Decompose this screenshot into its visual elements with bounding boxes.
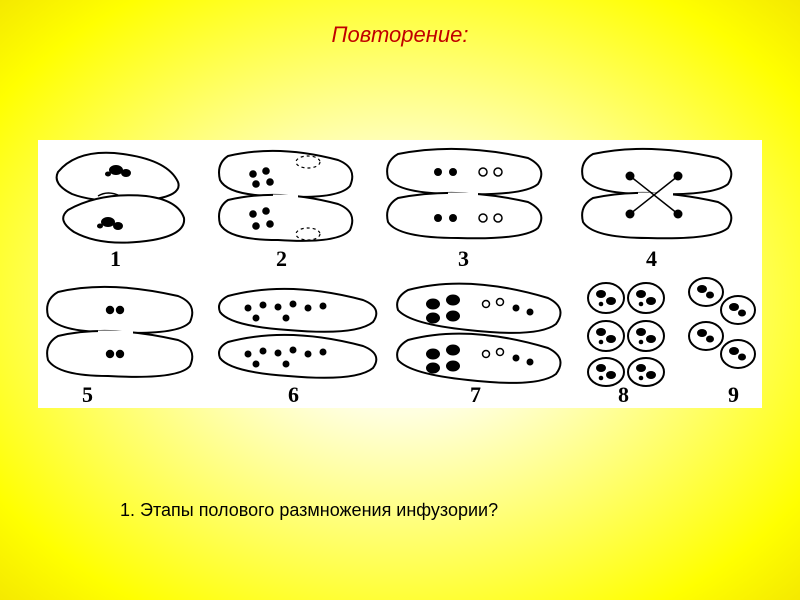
stage-6	[219, 289, 376, 378]
stage-2-label: 2	[276, 246, 287, 271]
page-title: Повторение:	[0, 22, 800, 48]
stage-2	[219, 151, 352, 241]
stage-1-label: 1	[110, 246, 121, 271]
stage-9	[689, 278, 755, 368]
stage-9-label: 9	[728, 382, 739, 407]
stage-6-label: 6	[288, 382, 299, 407]
stage-5	[47, 287, 192, 377]
stage-4-label: 4	[646, 246, 657, 271]
stage-5-label: 5	[82, 382, 93, 407]
question-text: 1. Этапы полового размножения инфузории?	[120, 500, 498, 521]
stage-7-label: 7	[470, 382, 481, 407]
stage-3-label: 3	[458, 246, 469, 271]
stage-3	[387, 149, 541, 238]
stage-8	[588, 283, 664, 386]
stage-4	[582, 149, 731, 238]
stage-8-label: 8	[618, 382, 629, 407]
conjugation-diagram: 1 2	[38, 140, 762, 408]
stage-7	[397, 284, 560, 383]
stage-1	[57, 153, 184, 243]
